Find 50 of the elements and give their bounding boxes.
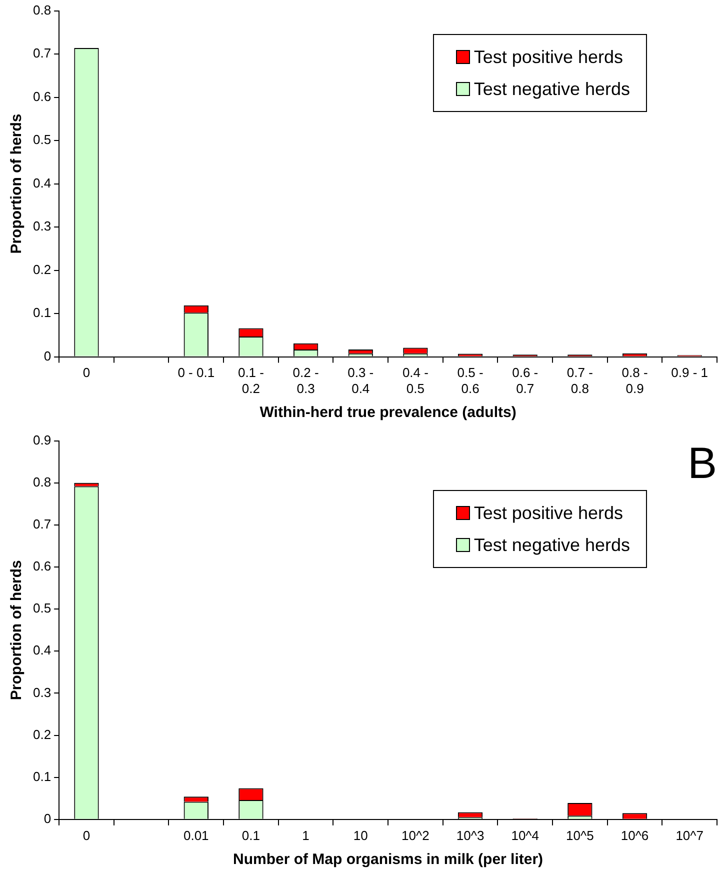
x-tick-label: 0 — [82, 365, 90, 380]
x-tick-label: 10 — [353, 828, 368, 843]
annotation: B — [688, 439, 717, 488]
x-tick-label: 0.6 - 0.7 — [512, 365, 538, 396]
legend-label: Test negative herds — [474, 534, 630, 557]
x-tick-label: 0.1 — [242, 828, 260, 843]
x-tick-label: 0.2 - 0.3 — [292, 365, 319, 396]
legend-label: Test negative herds — [474, 78, 630, 101]
x-tick-label: 0.8 - 0.9 — [622, 365, 648, 396]
x-tick-label: 0 - 0.1 — [178, 365, 215, 380]
y-tick-label: 0 — [44, 348, 52, 364]
x-tick-label: 0.1 - 0.2 — [238, 365, 264, 396]
y-tick-label: 0.3 — [32, 218, 52, 234]
y-tick-label: 0.8 — [32, 2, 52, 18]
x-tick-label: 0.5 - 0.6 — [457, 365, 484, 396]
x-tick-label: 0.3 - 0.4 — [348, 365, 374, 396]
x-tick-label: 0.9 - 1 — [671, 365, 708, 380]
x-tick-label: 10^4 — [511, 828, 540, 843]
y-tick-label: 0.1 — [32, 305, 52, 320]
y-tick-label: 0.5 — [32, 132, 52, 148]
y-tick-label: 0.8 — [32, 474, 52, 490]
y-axis-title: Proportion of herds — [8, 114, 26, 254]
y-tick-label: 0.4 — [32, 175, 52, 190]
x-axis-title: Within-herd true prevalence (adults) — [260, 404, 516, 422]
y-tick-label: 0.7 — [32, 516, 52, 532]
x-tick-label: 0.4 - 0.5 — [402, 365, 428, 396]
y-tick-label: 0.6 — [32, 558, 52, 574]
y-tick-label: 0.9 — [32, 432, 52, 448]
y-tick-label: 0.1 — [32, 768, 52, 784]
y-tick-label: 0.3 — [32, 684, 52, 700]
x-tick-label: 0 — [82, 828, 90, 843]
x-tick-label: 10^3 — [456, 828, 484, 843]
x-tick-label: 1 — [302, 828, 310, 843]
y-tick-label: 0 — [44, 810, 52, 826]
y-tick-label: 0.6 — [32, 88, 52, 104]
x-tick-label: 0.01 — [183, 828, 209, 843]
x-axis-title: Number of Map organisms in milk (per liter) — [233, 851, 544, 868]
legend-label: Test positive herds — [474, 46, 623, 69]
y-tick-label: 0.5 — [32, 600, 52, 616]
x-tick-label: 10^5 — [566, 828, 594, 843]
y-tick-label: 0.4 — [32, 642, 52, 658]
y-axis-title: Proportion of herds — [8, 560, 26, 700]
y-tick-label: 0.7 — [32, 46, 52, 61]
x-tick-label: 10^6 — [620, 828, 649, 843]
y-tick-label: 0.2 — [32, 726, 52, 742]
x-tick-label: 10^2 — [402, 828, 430, 843]
legend-label: Test positive herds — [474, 502, 623, 525]
y-tick-label: 0.2 — [32, 262, 52, 277]
x-tick-label: 0.7 - 0.8 — [566, 365, 593, 396]
x-tick-label: 10^7 — [676, 828, 704, 843]
